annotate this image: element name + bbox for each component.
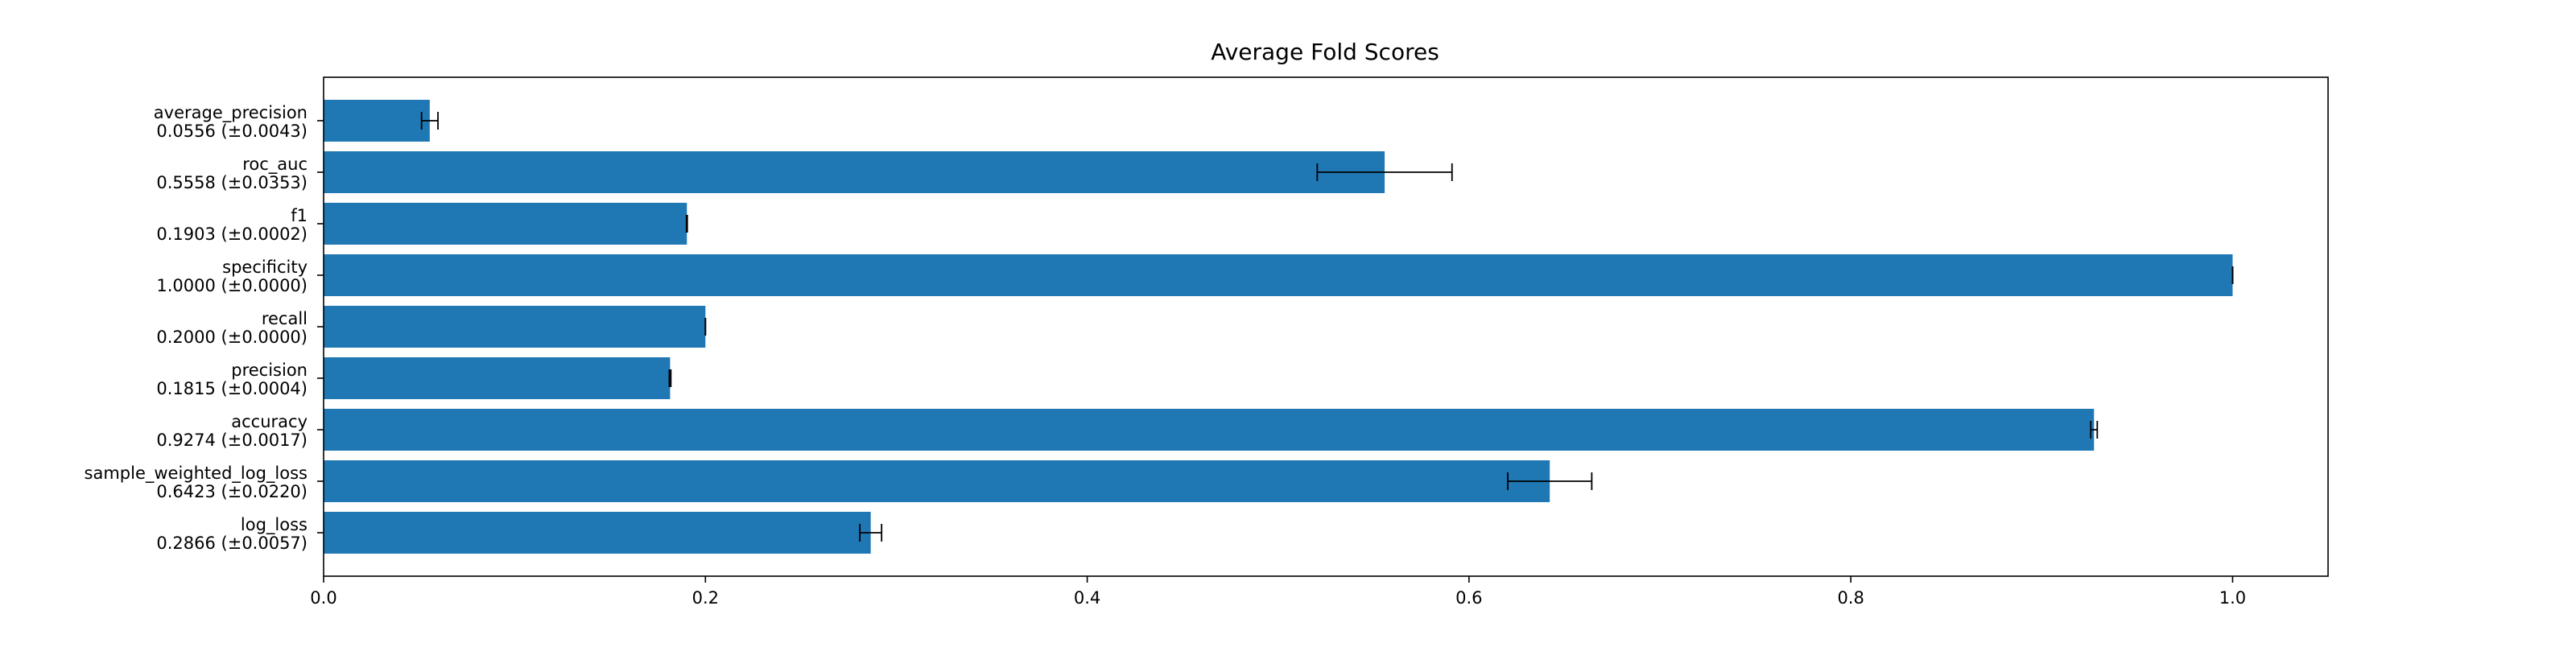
x-tick-label: 0.2: [692, 588, 719, 608]
bar-sample_weighted_log_loss: [324, 460, 1550, 502]
x-tick-label: 0.8: [1837, 588, 1864, 608]
y-tick-label-name: f1: [291, 206, 308, 225]
y-tick-label-value: 0.5558 (±0.0353): [156, 173, 308, 192]
x-tick-label: 1.0: [2219, 588, 2246, 608]
y-tick-label-name: sample_weighted_log_loss: [85, 464, 308, 484]
bar-precision: [324, 357, 671, 399]
y-tick-label-name: accuracy: [231, 412, 308, 431]
errorbars-layer: [420, 112, 2234, 542]
y-tick-label-value: 0.6423 (±0.0220): [156, 482, 308, 501]
bar-log_loss: [324, 512, 871, 554]
bar-average_precision: [324, 100, 430, 142]
x-tick-label: 0.6: [1455, 588, 1482, 608]
y-tick-label-value: 0.1815 (±0.0004): [156, 379, 308, 398]
x-axis-ticks: 0.0 0.2 0.4 0.6 0.8 1.0: [310, 576, 2246, 608]
y-tick-label-value: 0.0556 (±0.0043): [156, 122, 308, 141]
bars-layer: [324, 100, 2233, 554]
y-tick-label-name: recall: [262, 309, 308, 328]
bar-recall: [324, 306, 706, 348]
chart-title: Average Fold Scores: [1211, 39, 1439, 65]
y-tick-label-name: average_precision: [154, 103, 308, 123]
bar-f1: [324, 203, 687, 245]
bar-accuracy: [324, 409, 2095, 451]
y-tick-label-value: 0.1903 (±0.0002): [156, 225, 308, 244]
y-tick-label-value: 0.2000 (±0.0000): [156, 328, 308, 347]
y-tick-label-value: 0.9274 (±0.0017): [156, 431, 308, 450]
bar-roc_auc: [324, 151, 1385, 193]
x-tick-label: 0.4: [1074, 588, 1100, 608]
x-tick-label: 0.0: [310, 588, 336, 608]
y-tick-label-value: 1.0000 (±0.0000): [156, 276, 308, 295]
plot-area-frame: [323, 76, 2329, 577]
y-tick-label-name: specificity: [222, 258, 308, 277]
y-tick-label-name: log_loss: [241, 515, 308, 535]
y-tick-label-name: precision: [231, 361, 308, 380]
y-tick-label-value: 0.2866 (±0.0057): [156, 534, 308, 553]
bar-specificity: [324, 254, 2233, 296]
y-tick-label-name: roc_auc: [242, 155, 308, 175]
